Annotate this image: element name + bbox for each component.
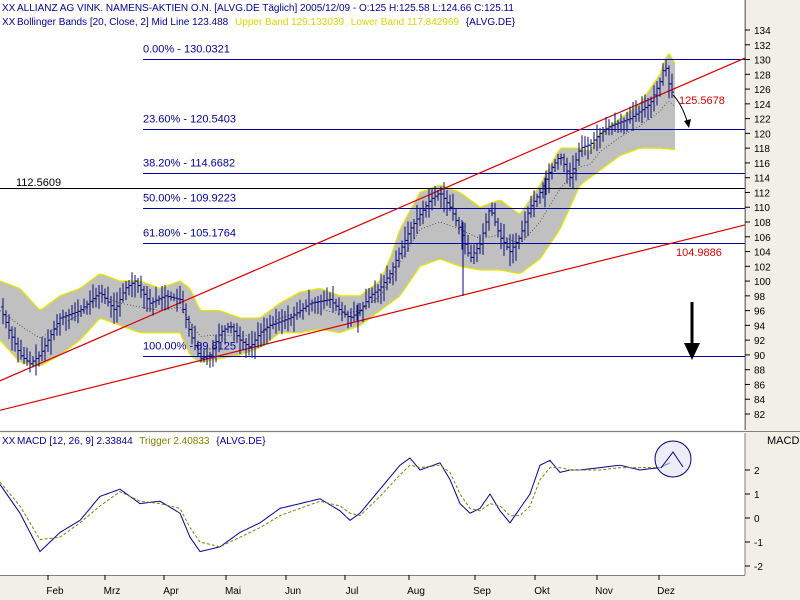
month-label: Okt [534, 586, 550, 597]
upper-band-label: Upper Band 129.133039 [235, 17, 344, 28]
channel-upper-label: 125.5678 [679, 95, 725, 107]
macd-line [0, 457, 671, 553]
price-panel-background [0, 0, 745, 430]
horizontal-line-label: 112.5609 [16, 177, 61, 189]
trigger-label: Trigger 2.40833 [139, 436, 210, 447]
price-tick-label: 108 [754, 218, 771, 229]
chart-title: ALLIANZ AG VINK. NAMENS-AKTIEN O.N. [ALV… [17, 3, 514, 14]
fib-level-label: 100.00% - 89.8125 [143, 341, 236, 353]
price-tick-label: 120 [754, 129, 771, 140]
macd-panel-background [0, 433, 745, 575]
price-bar [670, 73, 674, 98]
month-label: Feb [46, 586, 64, 597]
price-tick-label: 126 [754, 85, 771, 96]
month-label: Dez [657, 586, 675, 597]
macd-highlight-circle [654, 440, 692, 478]
price-tick-label: 134 [754, 26, 771, 37]
band-midline [0, 100, 676, 339]
price-tick-label: 114 [754, 174, 770, 185]
macd-close-icon[interactable]: XX [2, 436, 16, 447]
month-label: Jun [285, 586, 301, 597]
indicator-line: XX Bollinger Bands [20, Close, 2] Mid Li… [2, 17, 516, 28]
price-tick-label: 132 [754, 41, 771, 52]
macd-header: XX MACD [12, 26, 9] 2.33844 Trigger 2.40… [2, 436, 266, 447]
lower-band-label: Lower Band 117.842969 [351, 17, 460, 28]
macd-axis: -2 -1 0 1 2 [745, 466, 763, 573]
close-icon[interactable]: XX [2, 3, 16, 14]
indicator-close-icon[interactable]: XX [2, 17, 16, 28]
month-label: Aug [407, 586, 425, 597]
price-tick-label: 92 [754, 336, 766, 347]
price-tick-label: 106 [754, 233, 771, 244]
macd-tick-label: 2 [754, 466, 760, 477]
macd-tick-label: -2 [754, 562, 763, 573]
price-tick-label: 116 [754, 159, 770, 170]
trendline [0, 57, 746, 382]
month-label: Jul [346, 586, 359, 597]
fib-level-label: 50.00% - 109.9223 [143, 193, 236, 205]
price-tick-label: 110 [754, 203, 770, 214]
svg-text:XX MACD [12, 26, 9] 2.33: XX MACD [12, 26, 9] 2.33844 Trigger 2.40… [2, 436, 266, 447]
macd-axis-title: MACD [767, 435, 799, 447]
macd-tick-label: 0 [754, 514, 760, 525]
price-axis: 82 84 86 88 90 92 94 96 98 100 102 104 106 108 110 112 1… [745, 0, 771, 430]
month-label: Sep [473, 586, 491, 597]
price-tick-label: 104 [754, 248, 771, 259]
fib-level-label: 23.60% - 120.5403 [143, 114, 236, 126]
indicator-suffix: {ALVG.DE} [466, 17, 516, 28]
price-tick-label: 128 [754, 70, 771, 81]
trendline [0, 224, 746, 411]
big-down-arrow-icon [684, 302, 700, 360]
fib-level-label: 38.20% - 114.6682 [143, 158, 235, 170]
month-axis: Feb Mrz Apr Mai Jun Jul Aug Sep Okt Nov Dez [46, 575, 675, 597]
price-tick-label: 102 [754, 262, 771, 273]
bollinger-bands-layer [0, 52, 676, 367]
macd-layer [0, 457, 671, 553]
price-tick-label: 124 [754, 100, 771, 111]
indicator-label: Bollinger Bands [20, Close, 2] Mid Line … [17, 17, 229, 28]
price-tick-label: 130 [754, 56, 771, 67]
macd-suffix: {ALVG.DE} [216, 436, 266, 447]
trigger-line [0, 462, 671, 548]
lower-band-line [0, 147, 676, 367]
macd-title: MACD [12, 26, 9] 2.33844 [17, 436, 133, 447]
price-tick-label: 84 [754, 395, 766, 406]
small-down-arrow-icon [672, 94, 691, 128]
price-tick-label: 88 [754, 366, 766, 377]
upper-band-line [0, 52, 676, 319]
trendlines-layer [0, 57, 746, 411]
price-tick-label: 98 [754, 292, 766, 303]
month-label: Nov [595, 586, 613, 597]
fib-level-label: 61.80% - 105.1764 [143, 228, 236, 240]
price-tick-label: 96 [754, 307, 766, 318]
price-chart-header: XX ALLIANZ AG VINK. NAMENS-AKTIEN O.N. [… [2, 3, 516, 28]
price-bars-layer [1, 59, 674, 376]
month-label: Apr [163, 586, 179, 597]
price-tick-label: 94 [754, 321, 766, 332]
price-tick-label: 82 [754, 410, 766, 421]
macd-tick-label: 1 [754, 490, 760, 501]
bollinger-band-fill [0, 53, 675, 366]
price-tick-label: 90 [754, 351, 766, 362]
month-label: Mai [225, 586, 241, 597]
price-tick-label: 122 [754, 115, 771, 126]
price-tick-label: 112 [754, 188, 770, 199]
price-tick-label: 100 [754, 277, 771, 288]
month-label: Mrz [104, 586, 121, 597]
price-tick-label: 86 [754, 380, 766, 391]
fib-level-label: 0.00% - 130.0321 [143, 44, 230, 56]
macd-tick-label: -1 [754, 538, 763, 549]
channel-lower-label: 104.9886 [676, 247, 722, 259]
price-tick-label: 118 [754, 144, 770, 155]
